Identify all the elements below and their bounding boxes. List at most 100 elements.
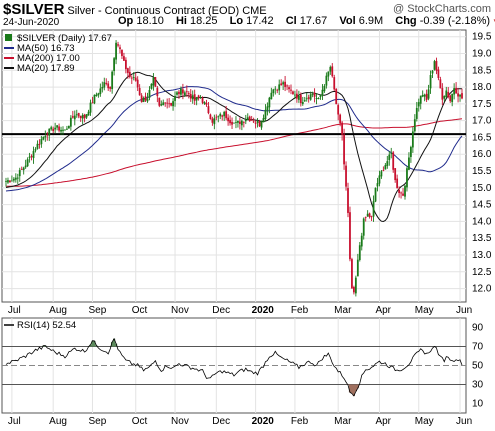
price-candle-body <box>32 150 35 159</box>
price-candle-body <box>303 100 306 102</box>
price-candle-body <box>254 122 257 124</box>
price-candle-body <box>339 114 342 124</box>
price-candle-body <box>36 143 39 149</box>
date-label: 24-Jun-2020 <box>3 17 60 28</box>
price-candle-body <box>215 116 218 118</box>
price-candle-body <box>305 98 308 100</box>
price-candle-body <box>132 77 135 79</box>
price-candle-body <box>156 87 159 97</box>
price-tick-label: 19.5 <box>472 32 492 43</box>
price-candle-body <box>46 134 49 136</box>
subtitle-label: Silver - Continuous Contract (EOD) <box>67 5 240 17</box>
price-candle-body <box>227 117 230 122</box>
price-candle-body <box>97 93 100 96</box>
price-candle-body <box>382 170 385 171</box>
price-candle-body <box>91 102 94 104</box>
price-candle-body <box>415 107 418 119</box>
price-x-tick-label: 2020 <box>252 305 275 316</box>
price-tick-label: 13.0 <box>472 250 492 261</box>
price-candle-body <box>431 70 434 74</box>
price-candle-body <box>30 155 33 157</box>
price-x-tick-label: Jun <box>456 305 472 316</box>
price-candle-body <box>398 189 401 193</box>
price-candle-body <box>54 127 57 130</box>
price-candle-body <box>295 93 298 99</box>
price-candle-body <box>191 95 194 100</box>
price-candle-body <box>128 71 131 78</box>
price-candle-body <box>225 111 228 119</box>
price-candle-body <box>77 112 80 117</box>
price-candle-body <box>262 118 265 123</box>
price-candle-body <box>79 115 82 119</box>
price-tick-label: 17.5 <box>472 99 492 110</box>
price-x-tick-label: Apr <box>375 305 391 316</box>
price-candle-body <box>455 87 458 94</box>
price-candle-body <box>83 114 86 119</box>
price-candle-body <box>321 89 324 96</box>
price-candle-body <box>136 79 139 88</box>
price-candle-body <box>56 125 59 128</box>
price-panel-frame <box>1 29 467 303</box>
price-candle-body <box>158 97 161 106</box>
legend-item: MA(50) 16.73 <box>17 43 75 54</box>
price-candle-body <box>358 245 361 260</box>
price-candle-body <box>67 126 70 129</box>
price-candle-body <box>24 165 27 168</box>
price-candle-body <box>93 94 96 104</box>
price-candle-body <box>40 139 43 145</box>
price-candle-body <box>441 88 444 100</box>
price-candle-body <box>439 79 442 89</box>
price-candle-body <box>89 102 92 113</box>
price-candle-body <box>286 85 288 87</box>
rsi-x-tick-label: Sep <box>88 416 106 427</box>
price-candle-body <box>75 114 78 116</box>
rsi-line <box>5 337 463 397</box>
ma20-line <box>5 71 463 223</box>
price-candle-body <box>435 60 438 71</box>
price-candle-body <box>244 119 247 122</box>
lo-value: 17.42 <box>246 15 274 27</box>
price-candle-body <box>9 180 11 183</box>
price-candle-body <box>461 93 463 99</box>
price-candle-body <box>168 103 171 105</box>
price-candle-body <box>390 153 393 155</box>
price-x-tick-label: Dec <box>212 305 230 316</box>
price-candle-body <box>260 121 263 128</box>
price-candle-body <box>294 94 296 96</box>
price-candle-body <box>115 42 117 60</box>
rsi-tick-label: 70 <box>472 342 484 353</box>
price-candle-body <box>445 90 448 97</box>
price-candle-body <box>329 66 332 72</box>
price-x-tick-label: Sep <box>88 305 106 316</box>
price-candle-body <box>406 168 408 188</box>
price-tick-label: 18.5 <box>472 65 492 76</box>
price-candle-body <box>252 121 255 123</box>
op-label: Op <box>118 15 134 27</box>
price-candle-body <box>183 92 186 96</box>
price-candle-body <box>172 101 174 107</box>
price-candle-body <box>429 75 432 89</box>
price-candle-body <box>12 178 15 181</box>
price-candle-body <box>372 201 375 217</box>
price-candle-body <box>453 88 456 95</box>
price-candle-body <box>437 69 440 78</box>
price-candle-body <box>392 152 395 170</box>
price-candle-body <box>26 159 29 167</box>
price-candle-body <box>18 170 21 177</box>
price-candle-body <box>123 56 125 61</box>
price-candle-body <box>219 113 222 117</box>
price-candle-body <box>170 102 173 106</box>
rsi-x-tick-label: Dec <box>212 416 230 427</box>
price-candle-body <box>433 61 436 70</box>
price-x-tick-label: Feb <box>291 305 309 316</box>
price-candle-body <box>347 188 349 213</box>
price-candle-body <box>113 58 116 72</box>
op-value: 18.10 <box>136 15 164 27</box>
price-candle-body <box>368 213 371 218</box>
price-candle-body <box>380 171 383 177</box>
price-candle-body <box>282 82 285 85</box>
price-candle-body <box>62 129 64 131</box>
ma50-line <box>5 86 463 192</box>
price-candle-body <box>42 136 45 140</box>
price-candle-body <box>419 95 422 104</box>
